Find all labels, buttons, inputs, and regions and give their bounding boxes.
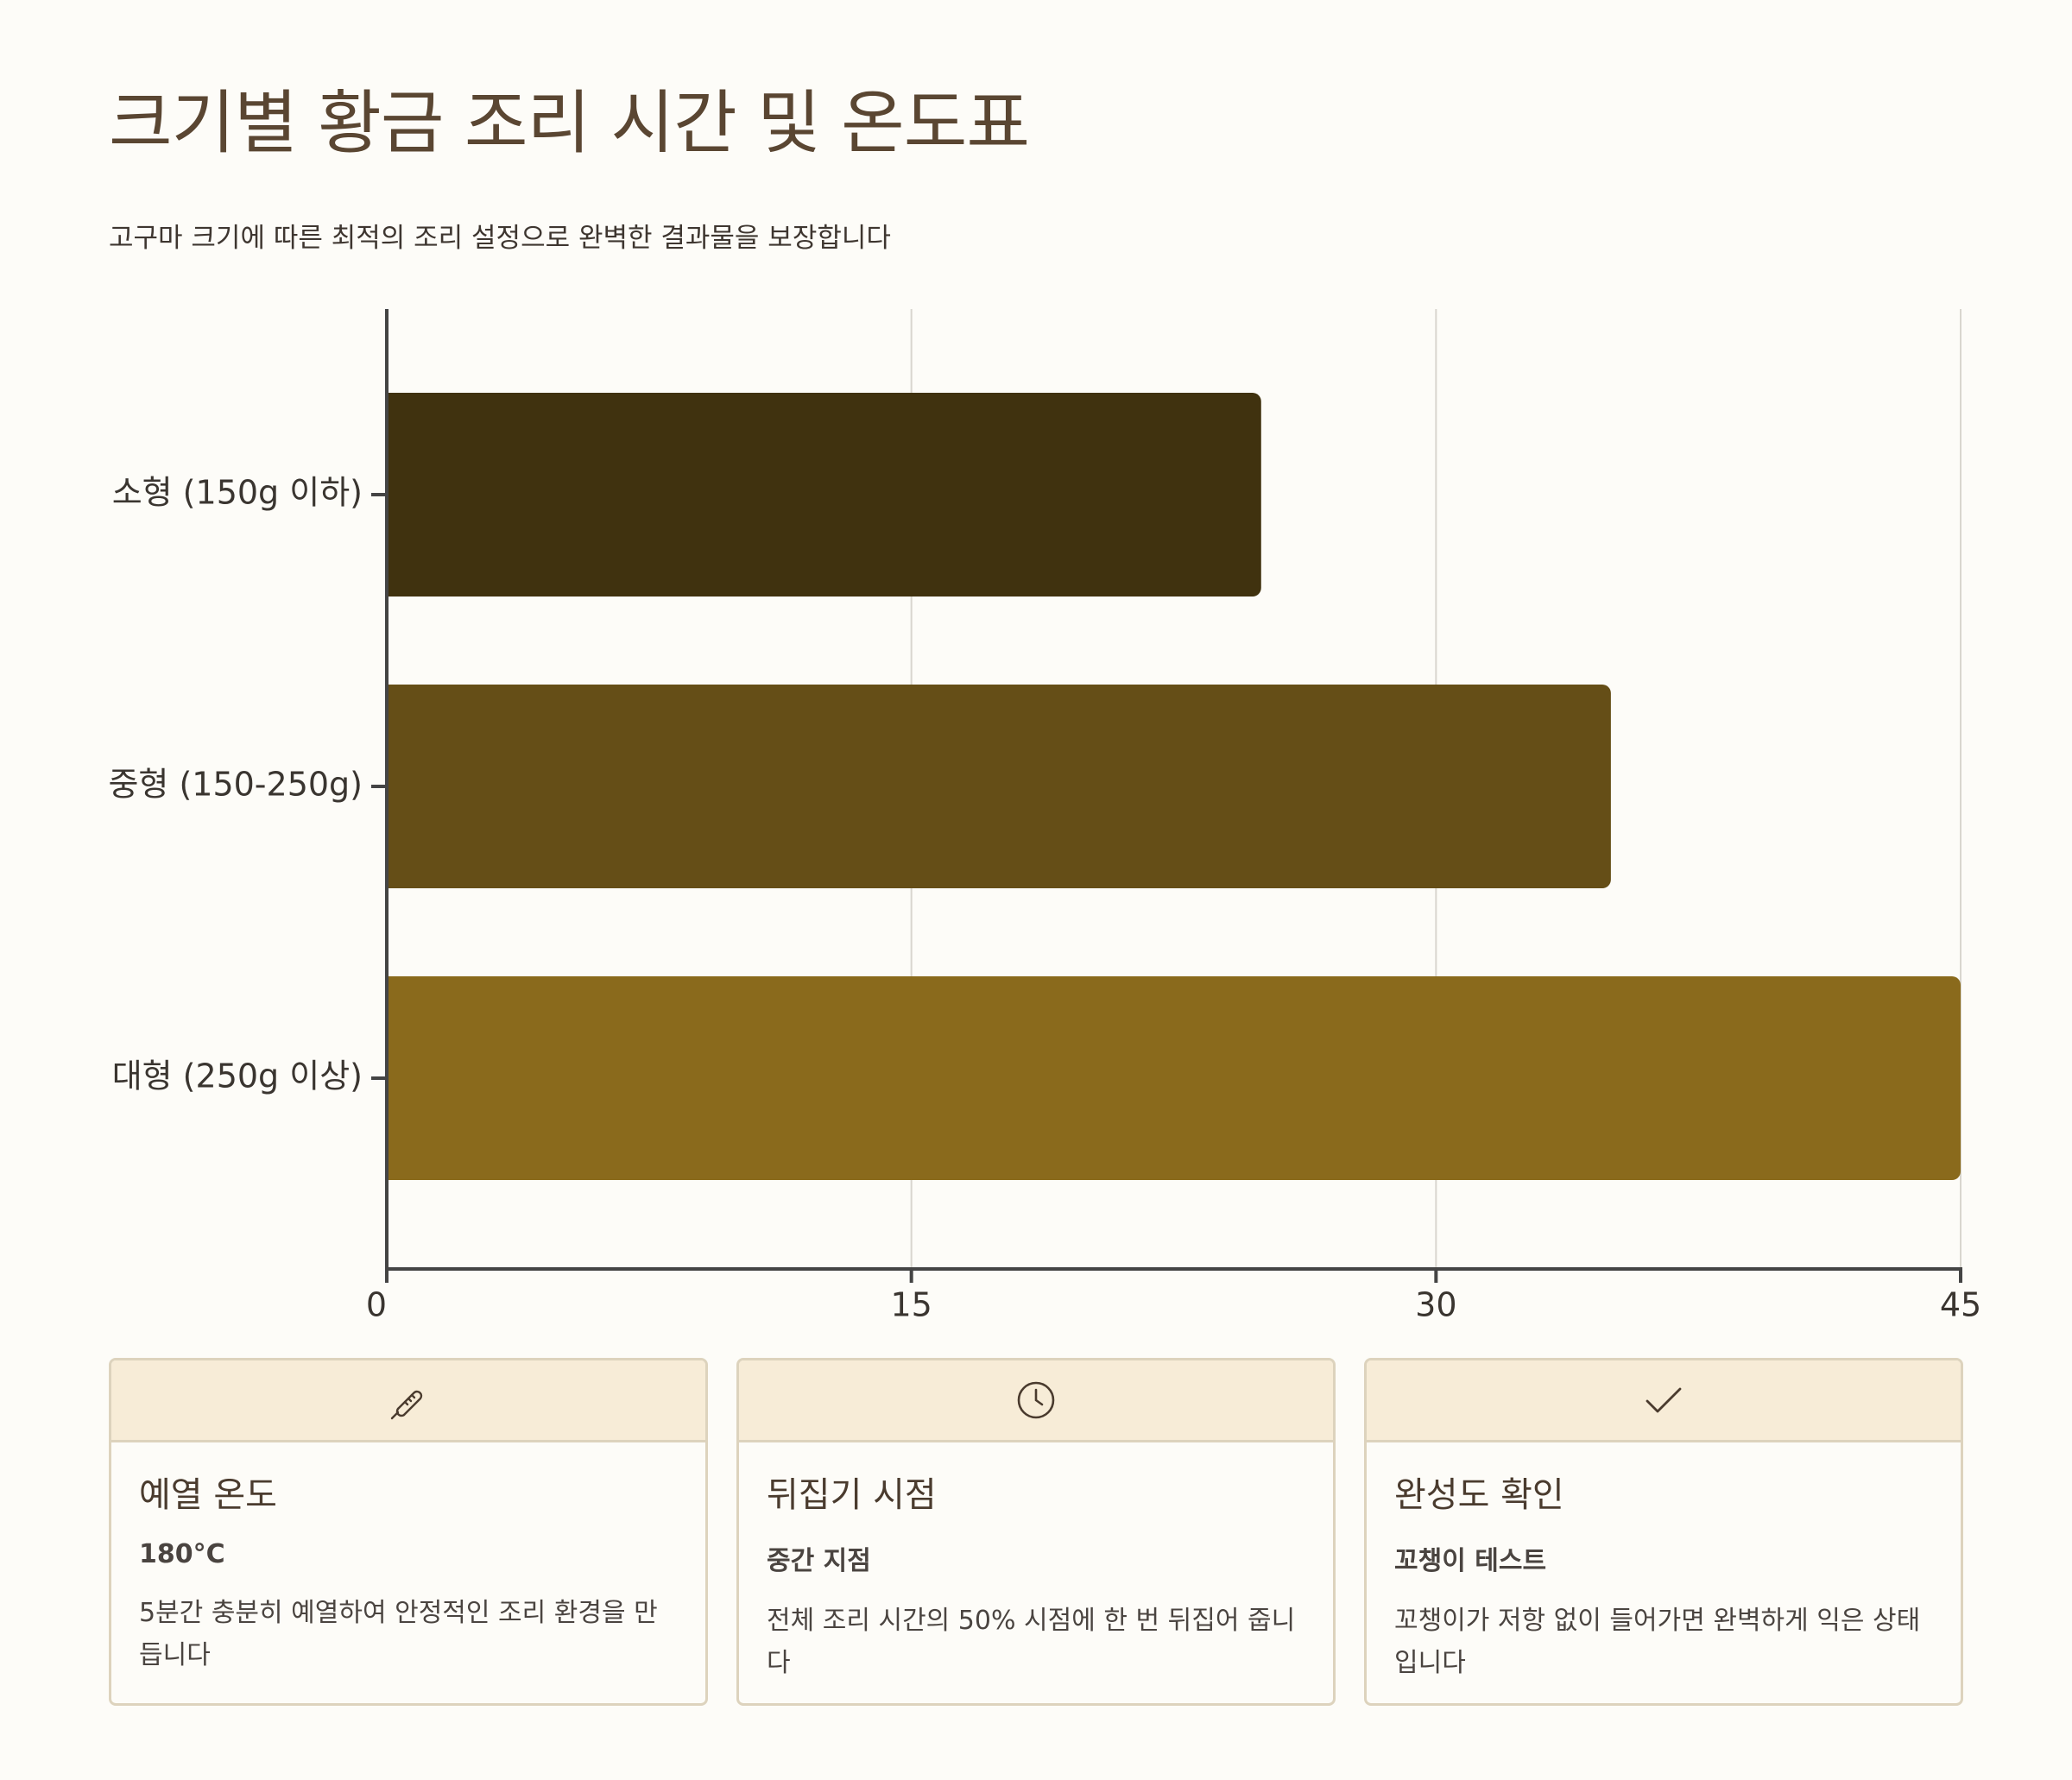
card-description: 꼬챙이가 저항 없이 들어가면 완벽하게 익은 상태입니다 <box>1394 1606 1921 1678</box>
card-title: 완성도 확인 <box>1394 1475 1564 1515</box>
preheat-card: 예열 온도 180°C 5분간 충분히 예열하여 안정적인 조리 환경을 만듭니… <box>109 1358 708 1706</box>
preheat-card-header <box>111 1360 705 1442</box>
bar <box>387 685 1611 888</box>
cooking-time-bar-chart: 소형 (150g 이하) 중형 (150-250g) 대형 (250g 이상) 0 15… <box>108 309 1981 1324</box>
y-tick-label: 소형 (150g 이하) <box>112 474 363 512</box>
card-title: 예열 온도 <box>139 1475 277 1515</box>
page-subtitle: 고구마 크기에 따른 최적의 조리 설정으로 완벽한 결과물을 보장합니다 <box>109 223 891 254</box>
bar-left-edge <box>387 976 399 1180</box>
y-tick-label: 중형 (150-250g) <box>108 766 363 804</box>
x-tick-label: 0 <box>366 1286 387 1324</box>
bar-left-edge <box>387 685 399 888</box>
x-tick-label: 15 <box>890 1286 932 1324</box>
bar <box>387 393 1261 596</box>
card-value: 180°C <box>139 1539 225 1569</box>
y-tick-label: 대형 (250g 이상) <box>112 1057 363 1095</box>
check-icon <box>1646 1387 1682 1413</box>
clock-icon <box>1017 1381 1055 1419</box>
x-tick-label: 30 <box>1415 1286 1456 1324</box>
flip-card: 뒤집기 시점 중간 지점 전체 조리 시간의 50% 시점에 한 번 뒤집어 줍… <box>736 1358 1336 1706</box>
thermometer-icon <box>390 1390 423 1420</box>
page-title: 크기별 황금 조리 시간 및 온도표 <box>109 83 1030 163</box>
card-value: 꼬챙이 테스트 <box>1394 1546 1547 1576</box>
bar <box>387 976 1961 1180</box>
x-tick-label: 45 <box>1940 1286 1981 1324</box>
flip-card-header <box>739 1360 1333 1442</box>
doneness-card-header <box>1367 1360 1961 1442</box>
doneness-card: 완성도 확인 꼬챙이 테스트 꼬챙이가 저항 없이 들어가면 완벽하게 익은 상… <box>1364 1358 1963 1706</box>
card-description: 5분간 충분히 예열하여 안정적인 조리 환경을 만듭니다 <box>139 1598 658 1670</box>
card-title: 뒤집기 시점 <box>767 1475 937 1515</box>
card-value: 중간 지점 <box>767 1546 871 1576</box>
bar-left-edge <box>387 393 399 596</box>
info-cards: 예열 온도 180°C 5분간 충분히 예열하여 안정적인 조리 환경을 만듭니… <box>109 1358 1963 1706</box>
card-description: 전체 조리 시간의 50% 시점에 한 번 뒤집어 줍니다 <box>767 1606 1296 1678</box>
